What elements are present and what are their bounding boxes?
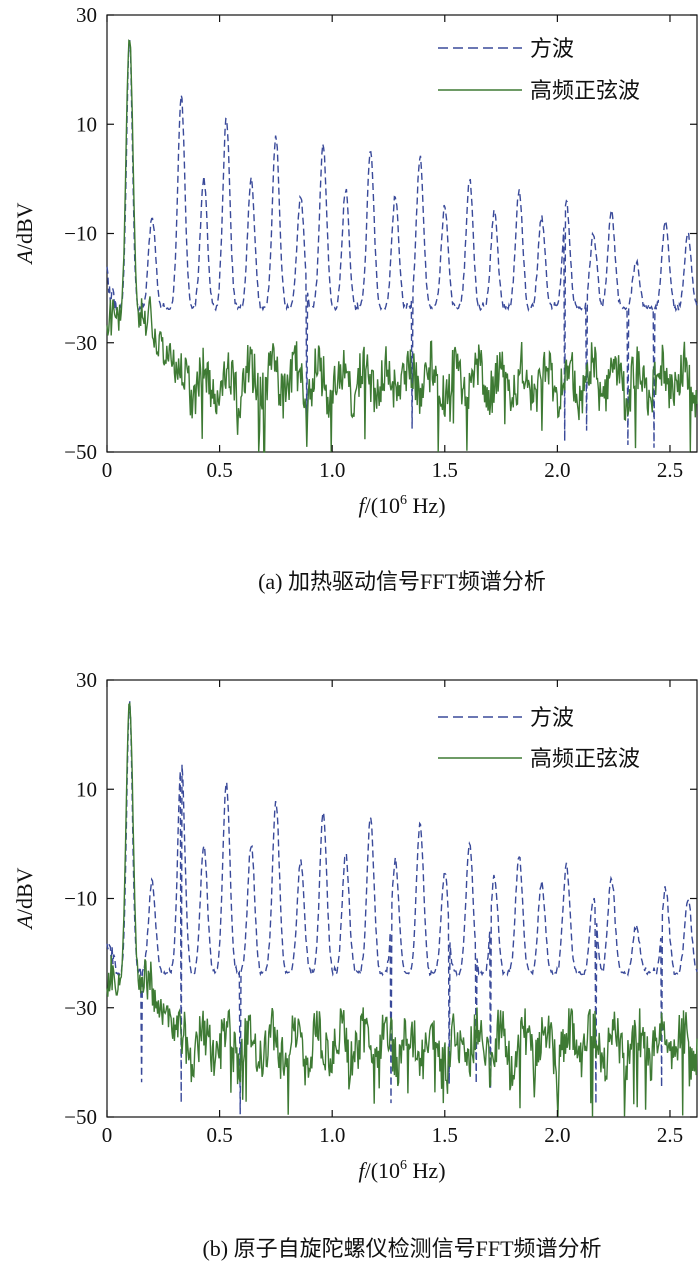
y-tick-label: −30: [64, 996, 97, 1020]
y-tick-label: −50: [64, 440, 97, 464]
x-tick-label: 0.5: [206, 458, 232, 482]
x-tick-label: 2.5: [657, 458, 683, 482]
x-tick-label: 1.0: [319, 1123, 345, 1147]
x-tick-label: 0: [102, 1123, 113, 1147]
y-tick-label: −50: [64, 1105, 97, 1129]
x-tick-label: 2.0: [544, 458, 570, 482]
series-layer: [106, 701, 698, 1118]
tick-layer: 0 0.5 1.0 1.5 2.0 2.5 30 10 −10 −30 −50: [64, 668, 697, 1147]
y-tick-label: −10: [64, 887, 97, 911]
legend-label-sine-wave: 高频正弦波: [530, 747, 640, 772]
legend: 方波 高频正弦波: [438, 706, 640, 772]
series-line-sine-wave: [106, 39, 698, 453]
x-tick-label: 1.5: [432, 458, 458, 482]
x-tick-label: 0: [102, 458, 113, 482]
x-tick-label: 1.5: [432, 1123, 458, 1147]
series-line-sine-wave: [106, 702, 698, 1118]
chart-panel-a: 0 0.5 1.0 1.5 2.0 2.5 30 10 −10 −30 −50 方波 高频正弦波 A…: [12, 3, 698, 594]
y-tick-label: 30: [76, 3, 97, 27]
y-tick-label: −10: [64, 222, 97, 246]
x-tick-label: 0.5: [206, 1123, 232, 1147]
caption: (b) 原子自旋陀螺仪检测信号FFT频谱分析: [202, 1236, 601, 1261]
y-tick-label: 10: [76, 777, 97, 801]
y-tick-label: 30: [76, 668, 97, 692]
y-axis-label: A/dBV: [12, 202, 37, 265]
chart-panel-b: 0 0.5 1.0 1.5 2.0 2.5 30 10 −10 −30 −50 方波 高频正弦波 A…: [12, 668, 698, 1261]
y-axis-label: A/dBV: [12, 867, 37, 930]
x-axis-label: f/(106 Hz): [358, 1158, 445, 1183]
y-tick-label: 10: [76, 112, 97, 136]
y-tick-label: −30: [64, 331, 97, 355]
legend-label-square-wave: 方波: [530, 37, 574, 62]
caption: (a) 加热驱动信号FFT频谱分析: [258, 569, 546, 594]
x-axis-label: f/(106 Hz): [358, 493, 445, 518]
tick-layer: 0 0.5 1.0 1.5 2.0 2.5 30 10 −10 −30 −50: [64, 3, 697, 482]
x-tick-label: 1.0: [319, 458, 345, 482]
series-layer: [106, 39, 698, 453]
x-tick-label: 2.0: [544, 1123, 570, 1147]
legend: 方波 高频正弦波: [438, 37, 640, 104]
series-line-square-wave: [106, 40, 698, 448]
series-line-square-wave: [106, 701, 698, 1115]
legend-label-square-wave: 方波: [530, 706, 574, 731]
legend-label-sine-wave: 高频正弦波: [530, 79, 640, 104]
x-tick-label: 2.5: [657, 1123, 683, 1147]
